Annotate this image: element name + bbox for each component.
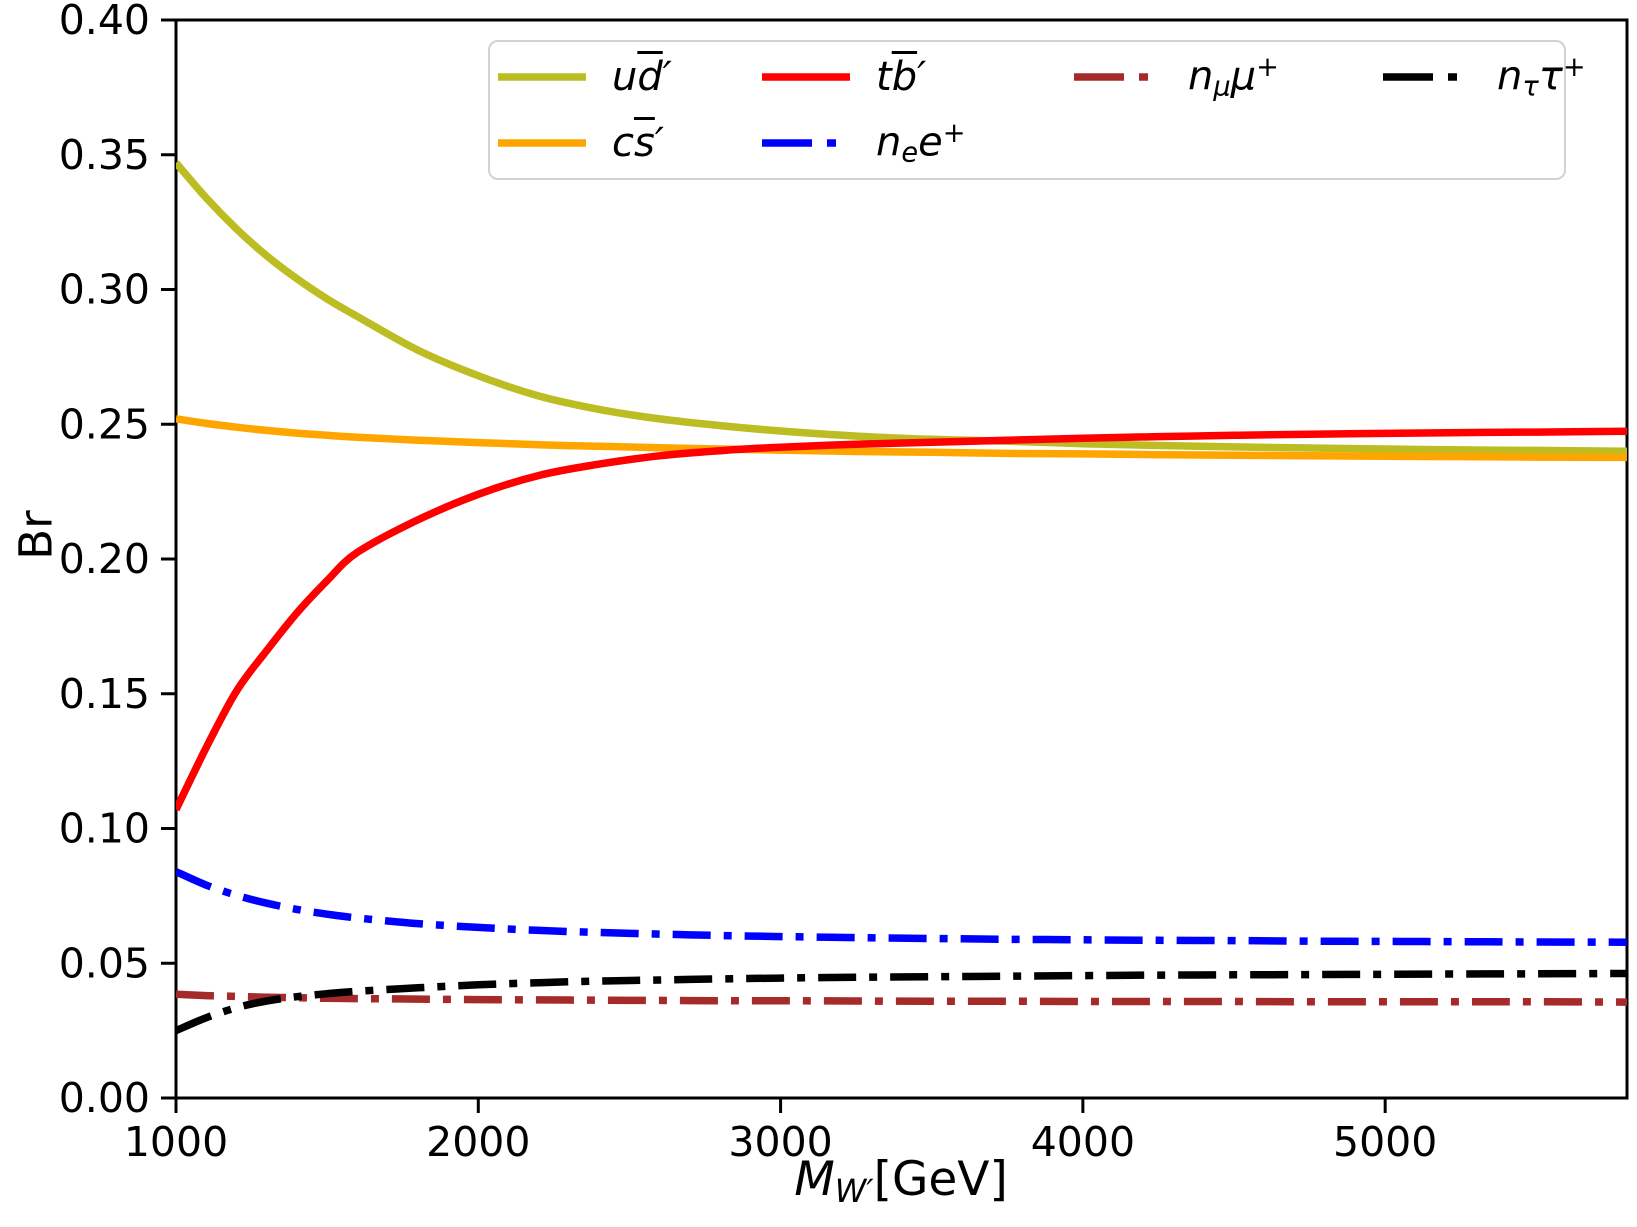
- legend-label-nmu: nμμ+: [1188, 51, 1279, 103]
- legend-label-tb: tb′: [876, 54, 927, 100]
- legend-item-nmu[interactable]: nμμ+: [1072, 51, 1279, 103]
- curve-tb: [176, 427, 1627, 812]
- y-tick-label: 0.00: [59, 1074, 150, 1122]
- y-tick-label: 0.40: [59, 0, 150, 44]
- legend-item-ne[interactable]: nee+: [760, 117, 965, 169]
- x-axis-label: MW′[GeV]: [794, 1152, 1008, 1211]
- y-tick-label: 0.20: [59, 535, 150, 583]
- legend-swatch-ne-dashdot-line: [762, 139, 850, 147]
- legend-label-ntau: nττ+: [1497, 51, 1586, 103]
- legend-label-ne: nee+: [876, 117, 966, 169]
- x-tick-label: 4000: [1031, 1118, 1135, 1166]
- legend-item-tb[interactable]: tb′: [760, 51, 926, 103]
- legend-swatch-cs-solid-line: [498, 139, 586, 147]
- curve-ntau: [176, 969, 1627, 1035]
- x-tick-label: 2000: [426, 1118, 530, 1166]
- legend-label-ud: ud′: [612, 54, 672, 100]
- legend-item-ntau[interactable]: nττ+: [1381, 51, 1586, 103]
- y-axis-label: Br: [9, 510, 63, 560]
- y-tick-label: 0.25: [59, 400, 150, 448]
- legend-item-ud[interactable]: ud′: [496, 51, 672, 103]
- y-tick-label: 0.05: [59, 939, 150, 987]
- x-tick-label: 5000: [1333, 1118, 1437, 1166]
- curve-ud: [176, 160, 1627, 455]
- curve-nmu: [176, 990, 1627, 1006]
- legend-swatch-ud-solid-line: [498, 73, 586, 81]
- legend: ud′ cs′ tb′ nee+ nμμ+ nττ+: [488, 40, 1586, 180]
- legend-swatch-nmu-dashdot-line: [1074, 73, 1162, 81]
- y-tick-label: 0.30: [59, 266, 150, 314]
- y-tick-label: 0.15: [59, 670, 150, 718]
- legend-swatch-ntau-dashdot-line: [1383, 73, 1471, 81]
- curve-ne: [176, 868, 1627, 946]
- y-tick-label: 0.35: [59, 131, 150, 179]
- legend-swatch-tb-solid-line: [762, 73, 850, 81]
- y-tick-label: 0.10: [59, 805, 150, 853]
- curves: [176, 160, 1627, 1035]
- x-tick-label: 3000: [728, 1118, 832, 1166]
- x-tick-label: 1000: [124, 1118, 228, 1166]
- legend-item-cs[interactable]: cs′: [496, 117, 664, 169]
- legend-label-cs: cs′: [612, 120, 664, 166]
